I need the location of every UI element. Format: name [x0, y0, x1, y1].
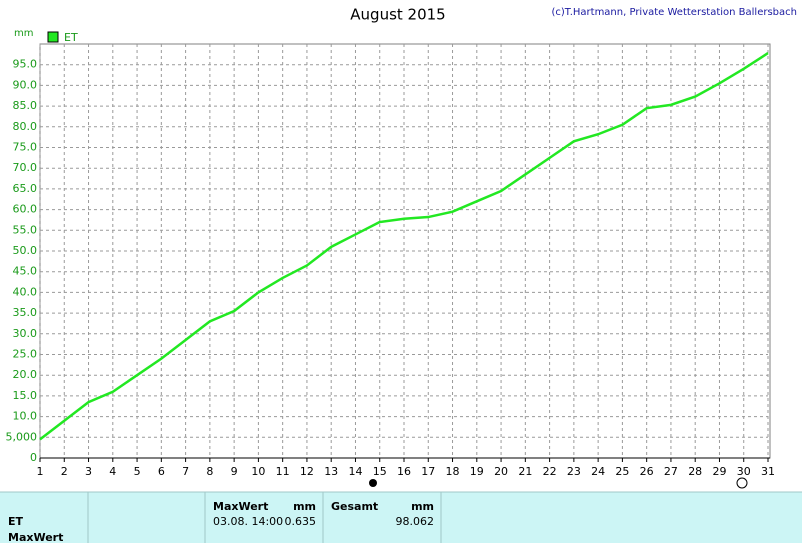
x-tick-label: 24 — [591, 465, 605, 478]
column-unit: mm — [411, 500, 434, 513]
chart-title: August 2015 — [350, 6, 445, 24]
x-tick-label: 21 — [518, 465, 532, 478]
y-tick-label: 15.0 — [13, 389, 38, 402]
x-tick-label: 28 — [688, 465, 702, 478]
y-tick-label: 55.0 — [13, 223, 38, 236]
x-tick-label: 12 — [300, 465, 314, 478]
x-tick-label: 13 — [324, 465, 338, 478]
scroll-marker[interactable] — [369, 479, 377, 487]
x-tick-label: 20 — [494, 465, 508, 478]
column-unit: mm — [293, 500, 316, 513]
y-tick-label: 80.0 — [13, 120, 38, 133]
summary-panel — [0, 492, 802, 543]
column-header: Gesamt — [331, 500, 378, 513]
y-tick-label: 5,000 — [6, 430, 38, 443]
y-tick-label: 30.0 — [13, 327, 38, 340]
x-tick-label: 25 — [615, 465, 629, 478]
scroll-marker[interactable] — [736, 477, 748, 489]
row-label: MaxWert — [8, 531, 63, 543]
x-tick-label: 26 — [640, 465, 654, 478]
y-tick-label: 25.0 — [13, 348, 38, 361]
y-tick-label: 75.0 — [13, 141, 38, 154]
row-label: ET — [8, 515, 24, 528]
legend-swatch — [47, 31, 59, 43]
x-tick-label: 5 — [134, 465, 141, 478]
x-tick-label: 1 — [37, 465, 44, 478]
y-tick-label: 10.0 — [13, 410, 38, 423]
x-tick-label: 29 — [712, 465, 726, 478]
y-tick-label: 85.0 — [13, 99, 38, 112]
x-tick-label: 3 — [85, 465, 92, 478]
y-unit: mm — [14, 28, 33, 39]
data-line — [39, 52, 769, 441]
credit: (c)T.Hartmann, Private Wetterstation Bal… — [551, 7, 797, 18]
y-tick-label: 95.0 — [13, 58, 38, 71]
column-header: MaxWert — [213, 500, 268, 513]
x-tick-label: 23 — [567, 465, 581, 478]
summary-grid — [0, 491, 802, 543]
x-tick-label: 10 — [251, 465, 265, 478]
legend-label: ET — [64, 31, 78, 44]
x-tick-label: 9 — [231, 465, 238, 478]
x-tick-label: 11 — [276, 465, 290, 478]
x-tick-label: 22 — [543, 465, 557, 478]
y-tick-label: 40.0 — [13, 285, 38, 298]
y-tick-label: 90.0 — [13, 78, 38, 91]
x-tick-label: 14 — [348, 465, 362, 478]
total-value: 98.062 — [396, 515, 435, 528]
y-tick-label: 0 — [30, 451, 37, 464]
x-tick-label: 16 — [397, 465, 411, 478]
y-tick-label: 45.0 — [13, 265, 38, 278]
y-tick-label: 65.0 — [13, 182, 38, 195]
y-tick-label: 50.0 — [13, 244, 38, 257]
x-tick-label: 2 — [61, 465, 68, 478]
y-tick-label: 35.0 — [13, 306, 38, 319]
y-tick-label: 20.0 — [13, 368, 38, 381]
y-tick-label: 60.0 — [13, 203, 38, 216]
max-value: 0.635 — [285, 515, 317, 528]
x-tick-label: 18 — [446, 465, 460, 478]
x-tick-label: 31 — [761, 465, 775, 478]
x-tick-label: 17 — [421, 465, 435, 478]
x-tick-label: 7 — [182, 465, 189, 478]
x-tick-label: 27 — [664, 465, 678, 478]
x-tick-label: 15 — [373, 465, 387, 478]
x-tick-label: 4 — [109, 465, 116, 478]
max-time: 03.08. 14:00 — [213, 515, 283, 528]
x-tick-label: 8 — [206, 465, 213, 478]
x-tick-label: 6 — [158, 465, 165, 478]
y-tick-label: 70.0 — [13, 161, 38, 174]
x-tick-label: 19 — [470, 465, 484, 478]
x-tick-label: 30 — [737, 465, 751, 478]
